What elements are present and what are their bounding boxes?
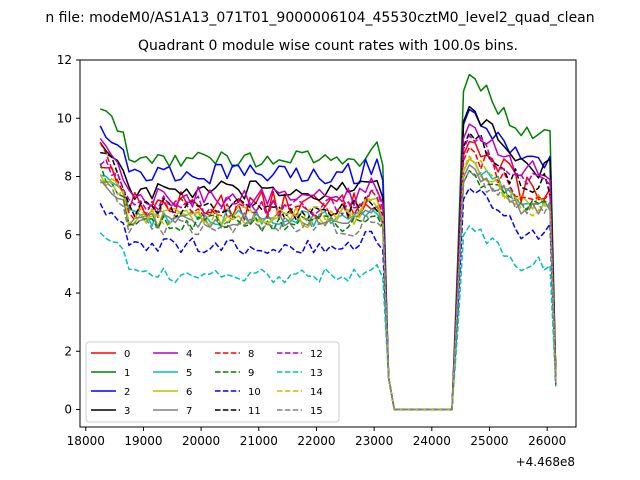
series-line-7 — [99, 164, 557, 411]
y-tick-label: 0 — [64, 403, 72, 417]
series-line-9 — [99, 163, 557, 411]
legend-label: 5 — [186, 368, 192, 379]
series-line-15 — [100, 169, 557, 411]
x-tick-label: 26000 — [528, 434, 566, 448]
legend-label: 14 — [310, 387, 323, 398]
x-tick-label: 21000 — [240, 434, 278, 448]
series-line-3 — [99, 105, 557, 411]
x-tick-label: 18000 — [67, 434, 105, 448]
x-tick-label: 24000 — [413, 434, 451, 448]
figure-suptitle: n file: modeM0/AS1A13_071T01_9000006104_… — [45, 10, 594, 26]
legend-label: 2 — [124, 387, 130, 398]
chart-title: Quadrant 0 module wise count rates with … — [138, 38, 518, 54]
legend-label: 1 — [124, 368, 130, 379]
legend-label: 4 — [186, 349, 192, 360]
x-tick-label: 22000 — [297, 434, 335, 448]
series-line-11 — [100, 132, 557, 411]
legend-label: 15 — [310, 406, 323, 417]
x-tick-label: 20000 — [182, 434, 220, 448]
legend-label: 9 — [248, 368, 254, 379]
y-tick-label: 10 — [57, 111, 72, 125]
x-axis: 18000 19000 20000 21000 22000 23000 24000 25000… — [67, 427, 566, 448]
plot-frame — [79, 59, 577, 428]
plot-area: 18000 19000 20000 21000 22000 23000 24000 25000… — [57, 53, 577, 469]
series-line-10 — [99, 187, 557, 411]
y-tick-label: 2 — [64, 344, 72, 358]
y-tick-label: 6 — [64, 228, 72, 242]
y-tick-label: 8 — [64, 170, 72, 184]
series-line-1 — [99, 73, 557, 411]
y-tick-label: 4 — [64, 286, 72, 300]
series-line-12 — [99, 134, 557, 411]
series-line-8 — [99, 142, 557, 411]
legend-label: 10 — [248, 387, 261, 398]
legend-box — [85, 341, 340, 423]
legend-label: 0 — [124, 349, 130, 360]
y-axis: 0 2 4 6 8 10 12 — [57, 53, 80, 417]
legend-label: 8 — [248, 349, 254, 360]
legend-label: 6 — [186, 387, 192, 398]
series-line-14 — [100, 155, 557, 411]
legend-label: 12 — [310, 349, 323, 360]
series-line-13 — [99, 225, 557, 411]
x-offset-label: +4.468e8 — [516, 455, 575, 469]
legend-label: 11 — [248, 406, 261, 417]
x-tick-label: 23000 — [355, 434, 393, 448]
x-tick-label: 19000 — [124, 434, 162, 448]
legend-label: 7 — [186, 406, 192, 417]
legend-label: 13 — [310, 368, 323, 379]
x-tick-label: 25000 — [470, 434, 508, 448]
series-layer — [99, 73, 557, 411]
y-tick-label: 12 — [57, 53, 72, 67]
legend-label: 3 — [124, 406, 130, 417]
